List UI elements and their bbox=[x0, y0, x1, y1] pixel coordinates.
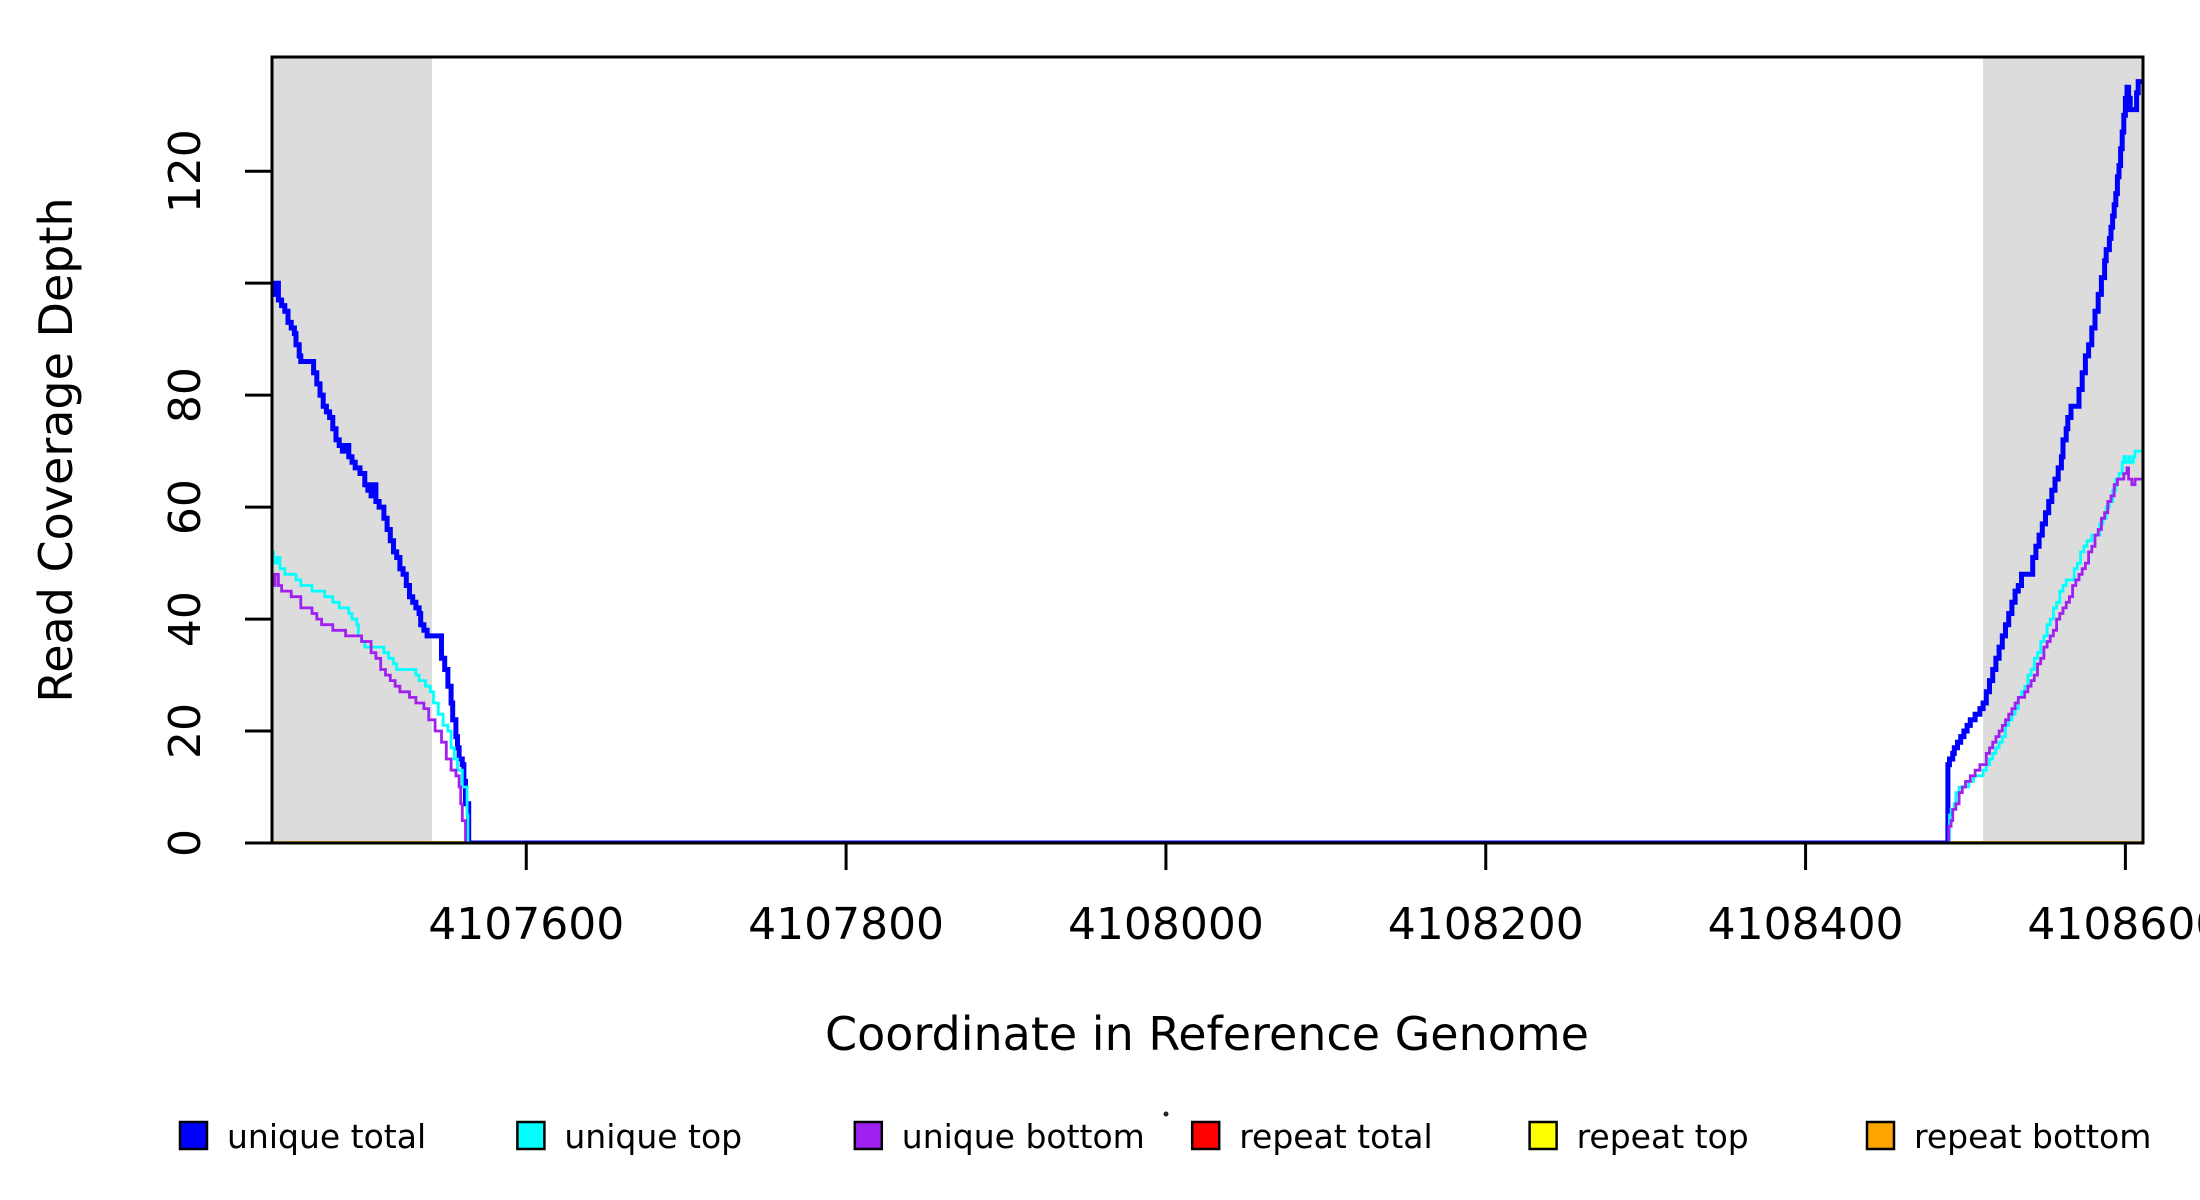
legend-swatch-unique-bottom bbox=[853, 1120, 884, 1151]
series-line-unique-bottom bbox=[272, 466, 2143, 843]
legend-label-repeat-bottom: repeat bottom bbox=[1914, 1117, 2151, 1156]
legend-swatch-repeat-bottom bbox=[1865, 1120, 1896, 1151]
y-tick-label: 0 bbox=[160, 829, 211, 857]
series-line-unique-top bbox=[272, 445, 2143, 843]
x-tick-label: 4108400 bbox=[1708, 899, 1904, 950]
x-tick-label: 4107800 bbox=[748, 899, 944, 950]
stray-dot-artifact bbox=[1163, 1111, 1169, 1117]
x-axis-title: Coordinate in Reference Genome bbox=[825, 1007, 1589, 1061]
legend-label-unique-bottom: unique bottom bbox=[902, 1117, 1145, 1156]
x-tick-label: 4108000 bbox=[1068, 899, 1264, 950]
legend-label-unique-total: unique total bbox=[227, 1117, 426, 1156]
legend-label-repeat-total: repeat total bbox=[1239, 1117, 1433, 1156]
legend-label-unique-top: unique top bbox=[564, 1117, 742, 1156]
y-tick-label: 60 bbox=[160, 479, 211, 535]
y-tick-label: 20 bbox=[160, 703, 211, 759]
x-axis: 4107600 4107800 4108000 4108200 4108400 41086… bbox=[428, 843, 2200, 950]
series-lines bbox=[272, 79, 2143, 843]
legend-swatch-unique-total bbox=[178, 1120, 209, 1151]
x-tick-label: 4107600 bbox=[428, 899, 624, 950]
legend-swatch-repeat-total bbox=[1190, 1120, 1221, 1151]
legend-label-repeat-top: repeat top bbox=[1577, 1117, 1749, 1156]
y-axis-title: Read Coverage Depth bbox=[29, 197, 83, 702]
legend-swatch-unique-top bbox=[516, 1120, 546, 1151]
y-tick-label: 80 bbox=[160, 367, 211, 423]
legend: unique total unique top unique bottom repea… bbox=[178, 1117, 2151, 1156]
series-line-unique-total bbox=[272, 79, 2143, 843]
legend-swatch-repeat-top bbox=[1528, 1120, 1558, 1151]
plot-border bbox=[270, 55, 2145, 845]
y-tick-label: 40 bbox=[160, 591, 211, 647]
y-axis: 0 20 40 60 80 120 bbox=[160, 129, 272, 857]
left-repeat-region bbox=[272, 57, 432, 843]
x-tick-label: 4108200 bbox=[1388, 899, 1584, 950]
repeat-region-bands bbox=[272, 57, 2143, 843]
y-tick-label: 120 bbox=[160, 129, 211, 213]
